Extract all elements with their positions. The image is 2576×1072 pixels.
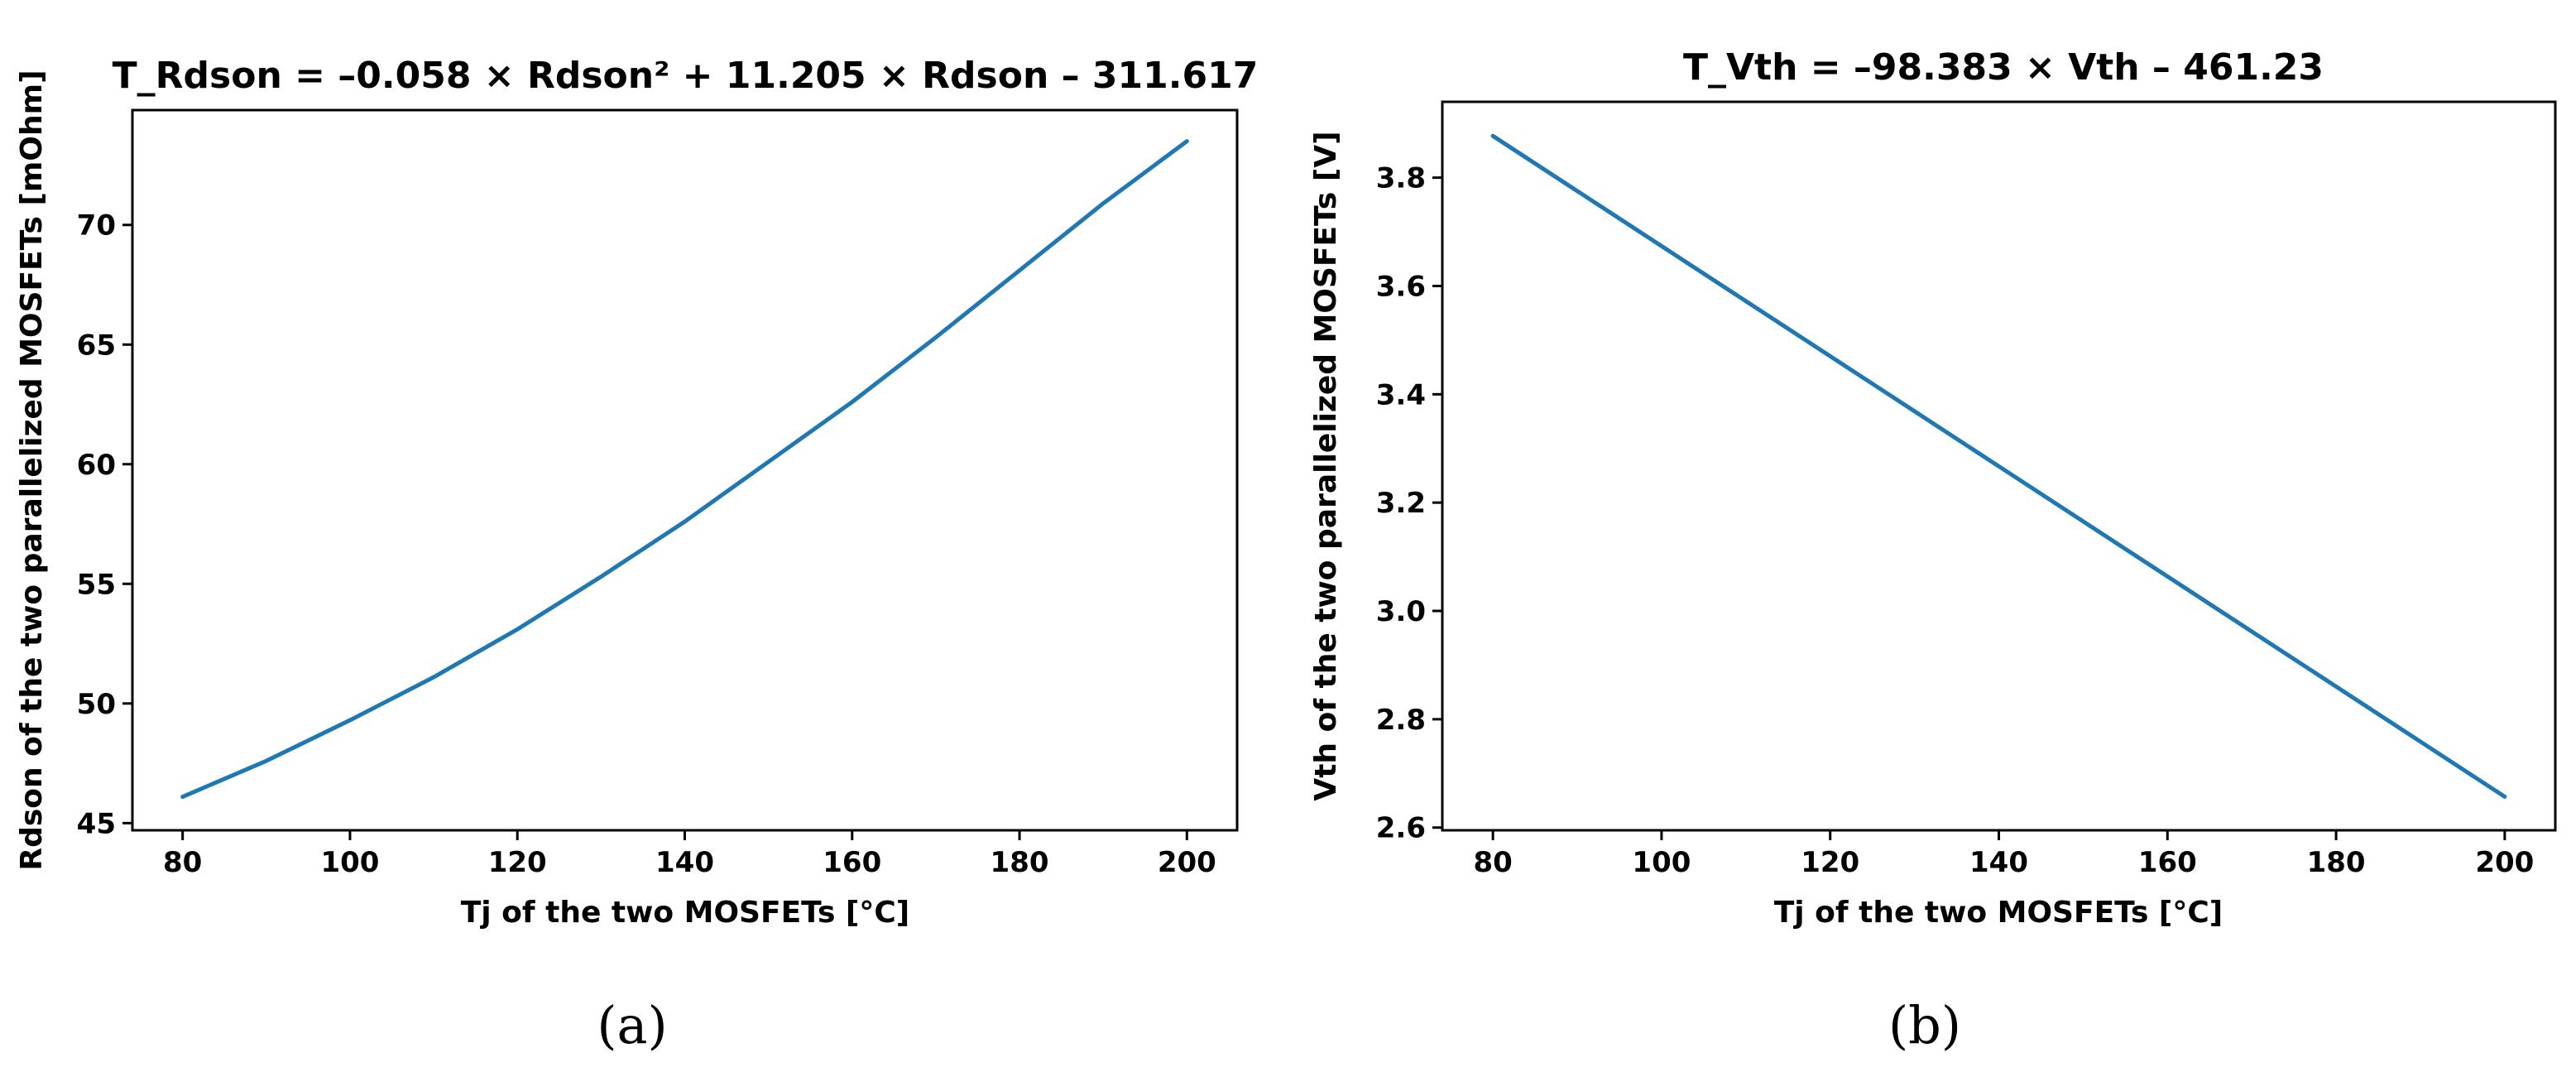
x-tick-label: 160 xyxy=(823,846,881,879)
y-tick-label: 55 xyxy=(77,568,116,601)
x-tick-label: 100 xyxy=(320,846,379,879)
y-tick-label: 3.2 xyxy=(1376,487,1426,520)
y-tick-label: 65 xyxy=(77,329,116,362)
panel-caption: (b) xyxy=(1888,995,1961,1055)
y-tick-label: 50 xyxy=(77,688,116,721)
x-tick-label: 180 xyxy=(2307,846,2366,879)
x-tick-label: 140 xyxy=(655,846,714,879)
x-axis-label: Tj of the two MOSFETs [°C] xyxy=(1774,896,2223,930)
chart-panel-a: T_Rdson = –0.058 × Rdson² + 11.205 × Rds… xyxy=(15,55,1258,1055)
y-tick-label: 45 xyxy=(77,807,116,840)
y-axis-label: Rdson of the two parallelized MOSFETs [m… xyxy=(15,70,49,870)
tick-group: 80 100 120 140 160 180 200 45 50 55 60 65 70 xyxy=(77,209,1216,879)
x-tick-label: 80 xyxy=(1473,846,1512,879)
data-line xyxy=(1490,133,2507,799)
y-tick-label: 60 xyxy=(77,449,116,482)
x-tick-label: 100 xyxy=(1632,846,1691,879)
y-tick-label: 70 xyxy=(77,209,116,243)
chart-title: T_Rdson = –0.058 × Rdson² + 11.205 × Rds… xyxy=(113,55,1259,97)
x-tick-label: 120 xyxy=(488,846,547,879)
y-axis-label: Vth of the two parallelized MOSFETs [V] xyxy=(1309,131,1343,800)
data-line xyxy=(180,139,1189,800)
y-tick-label: 3.8 xyxy=(1376,162,1426,195)
x-tick-label: 120 xyxy=(1801,846,1859,879)
panel-caption: (a) xyxy=(597,995,667,1055)
y-tick-label: 3.6 xyxy=(1376,270,1426,303)
x-tick-label: 80 xyxy=(163,846,202,879)
y-tick-label: 3.4 xyxy=(1376,378,1426,411)
x-tick-label: 200 xyxy=(1158,846,1216,879)
x-tick-label: 200 xyxy=(2475,846,2534,879)
x-tick-label: 180 xyxy=(991,846,1049,879)
chart-title: T_Vth = –98.383 × Vth – 461.23 xyxy=(1683,46,2324,89)
tick-group: 80 100 120 140 160 180 200 2.6 2.8 3.0 3.2 3.4 3.6 3.… xyxy=(1376,162,2535,879)
y-tick-label: 3.0 xyxy=(1376,595,1426,628)
chart-panel-b: T_Vth = –98.383 × Vth – 461.23 80 100 120 1… xyxy=(1309,46,2557,1055)
y-tick-label: 2.8 xyxy=(1376,704,1426,737)
x-tick-label: 160 xyxy=(2138,846,2197,879)
x-tick-label: 140 xyxy=(1969,846,2028,879)
x-axis-label: Tj of the two MOSFETs [°C] xyxy=(461,896,909,930)
y-tick-label: 2.6 xyxy=(1376,812,1426,845)
